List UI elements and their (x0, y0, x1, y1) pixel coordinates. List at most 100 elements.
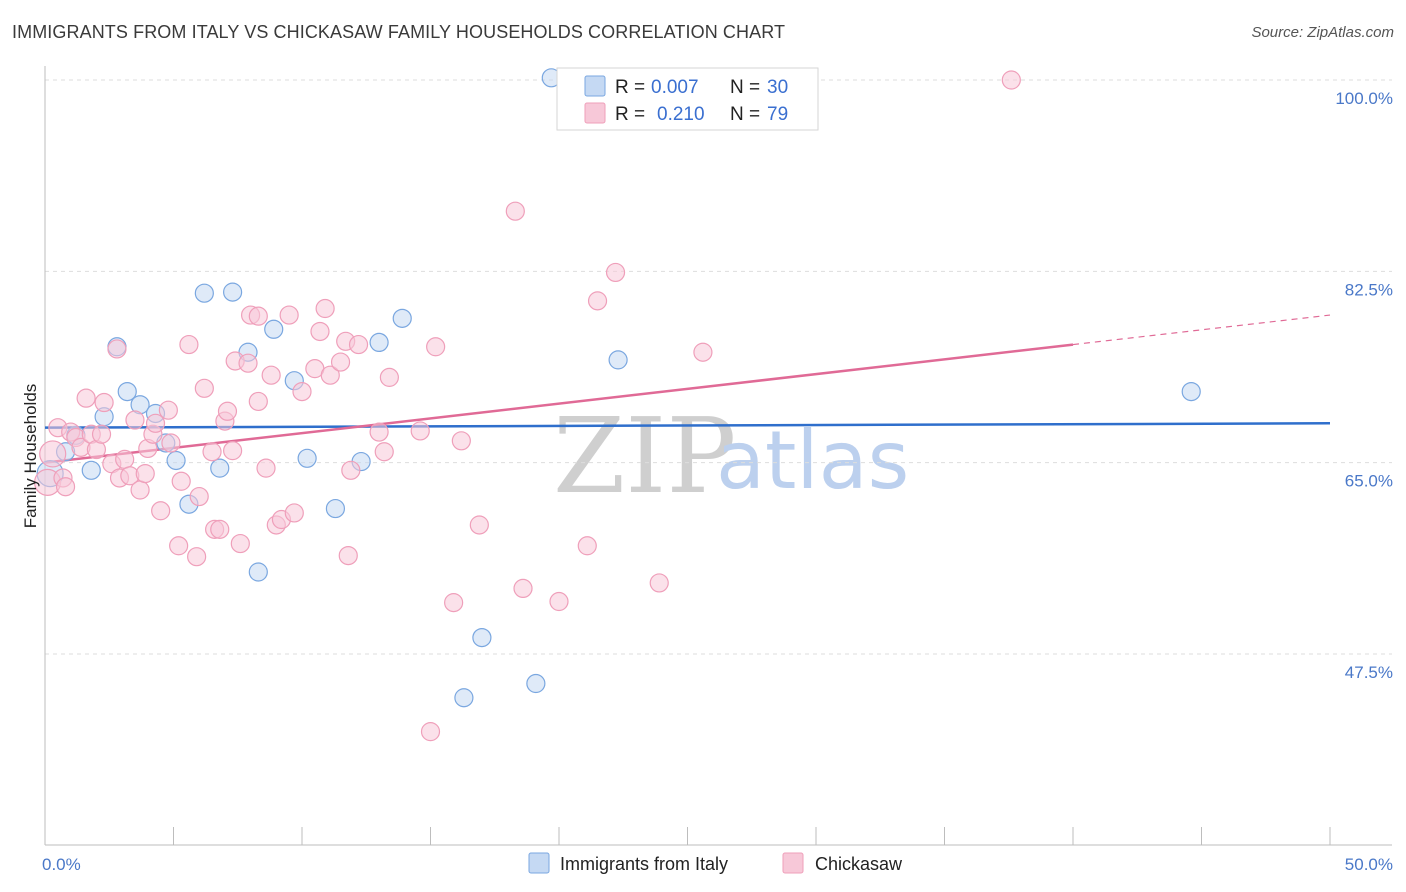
legend-n-label-italy: N = (730, 77, 760, 98)
y-tick-label-2: 65.0% (1345, 472, 1393, 491)
point-chickasaw-69 (469, 515, 489, 535)
point-chickasaw-43 (248, 306, 268, 326)
point-chickasaw-76 (649, 573, 669, 593)
point-chickasaw-56 (330, 352, 351, 372)
y-tick-label-3: 47.5% (1345, 663, 1393, 682)
point-italy-24 (454, 688, 474, 708)
point-chickasaw-27 (169, 536, 189, 556)
point-chickasaw-68 (451, 431, 471, 451)
point-chickasaw-30 (187, 547, 207, 567)
point-chickasaw-38 (223, 441, 243, 461)
bottom-legend-label-italy: Immigrants from Italy (560, 854, 728, 874)
legend-n-label-chickasaw: N = (730, 104, 760, 125)
point-chickasaw-41 (238, 353, 258, 373)
point-chickasaw-72 (549, 591, 569, 612)
point-chickasaw-55 (320, 365, 340, 385)
point-chickasaw-46 (261, 365, 281, 385)
trend-line-dashed-chickasaw (1072, 314, 1331, 346)
point-chickasaw-71 (513, 578, 533, 599)
chart-source: Source: ZipAtlas.com (1251, 24, 1394, 41)
point-chickasaw-64 (410, 421, 430, 441)
point-chickasaw-31 (189, 486, 209, 507)
point-chickasaw-32 (194, 378, 214, 398)
point-italy-14 (223, 282, 243, 302)
y-tick-label-0: 100.0% (1335, 89, 1393, 108)
point-chickasaw-45 (256, 458, 276, 478)
point-chickasaw-28 (171, 471, 191, 491)
point-chickasaw-66 (420, 722, 441, 742)
point-chickasaw-16 (115, 449, 135, 469)
point-chickasaw-53 (310, 321, 330, 342)
point-chickasaw-62 (374, 442, 394, 462)
point-italy-6 (117, 382, 137, 402)
stats-legend: R = 0.007 N = 30 R = 0.210 N = 79 (556, 67, 819, 131)
series-legend: Immigrants from Italy Chickasaw (528, 852, 903, 874)
point-chickasaw-59 (341, 460, 361, 480)
point-chickasaw-58 (338, 545, 358, 566)
x-tick-label-0: 0.0% (42, 855, 81, 874)
point-italy-19 (297, 448, 317, 468)
point-chickasaw-26 (161, 433, 181, 453)
point-chickasaw-61 (369, 422, 389, 442)
point-chickasaw-51 (292, 382, 312, 402)
point-chickasaw-35 (210, 519, 230, 539)
point-chickasaw-74 (587, 291, 608, 311)
trend-lines (44, 314, 1331, 464)
point-italy-20 (325, 498, 346, 519)
watermark-atlas: atlas (716, 414, 909, 507)
legend-r-label-italy: R = (615, 77, 645, 98)
point-italy-28 (608, 350, 628, 370)
point-chickasaw-12 (94, 392, 114, 413)
point-chickasaw-8 (76, 388, 96, 408)
point-italy-16 (248, 562, 268, 582)
point-chickasaw-73 (577, 536, 597, 556)
point-chickasaw-67 (444, 593, 464, 613)
point-chickasaw-54 (315, 298, 335, 319)
point-chickasaw-11 (91, 424, 112, 444)
point-chickasaw-37 (217, 401, 238, 421)
point-chickasaw-40 (230, 533, 250, 554)
tick-labels: 100.0% 82.5% 65.0% 47.5% 0.0% 50.0% (42, 89, 1393, 874)
point-chickasaw-23 (145, 413, 166, 433)
point-italy-26 (526, 673, 546, 694)
legend-n-value-chickasaw: 79 (767, 104, 788, 125)
point-italy-12 (194, 283, 214, 303)
point-chickasaw-44 (248, 391, 268, 412)
point-italy-22 (369, 332, 389, 352)
point-chickasaw-1 (39, 440, 67, 468)
x-tick-label-1: 50.0% (1345, 855, 1393, 874)
y-axis-label: Family Households (21, 384, 40, 529)
point-italy-10 (166, 450, 186, 471)
point-chickasaw-20 (135, 464, 155, 484)
point-chickasaw-78 (1001, 70, 1021, 90)
point-chickasaw-65 (426, 337, 446, 357)
point-chickasaw-49 (279, 305, 299, 325)
point-chickasaw-19 (130, 480, 150, 500)
trend-line-italy (44, 422, 1331, 429)
trend-line-chickasaw (44, 343, 1074, 464)
y-tick-label-1: 82.5% (1345, 280, 1393, 299)
point-chickasaw-18 (125, 410, 145, 430)
chart-title: IMMIGRANTS FROM ITALY VS CHICKASAW FAMIL… (12, 22, 786, 42)
point-chickasaw-77 (693, 342, 713, 362)
point-italy-3 (81, 460, 101, 480)
point-chickasaw-50 (284, 503, 304, 523)
bottom-legend-label-chickasaw: Chickasaw (815, 854, 903, 874)
bottom-legend-swatch-italy (528, 852, 550, 874)
point-italy-29 (1181, 382, 1201, 402)
point-chickasaw-33 (202, 442, 222, 462)
data-points (33, 68, 1201, 742)
bottom-legend-swatch-chickasaw (782, 852, 804, 874)
point-italy-13 (210, 458, 230, 478)
legend-r-value-chickasaw: 0.210 (657, 104, 705, 125)
legend-swatch-chickasaw (584, 102, 606, 124)
legend-r-value-italy: 0.007 (651, 77, 699, 98)
point-italy-25 (472, 627, 492, 648)
point-chickasaw-75 (605, 262, 626, 283)
point-chickasaw-25 (158, 400, 178, 420)
point-chickasaw-4 (55, 477, 76, 497)
watermark-zip: ZIP (553, 395, 736, 517)
point-chickasaw-24 (151, 501, 171, 521)
legend-r-label-chickasaw: R = (615, 104, 645, 125)
